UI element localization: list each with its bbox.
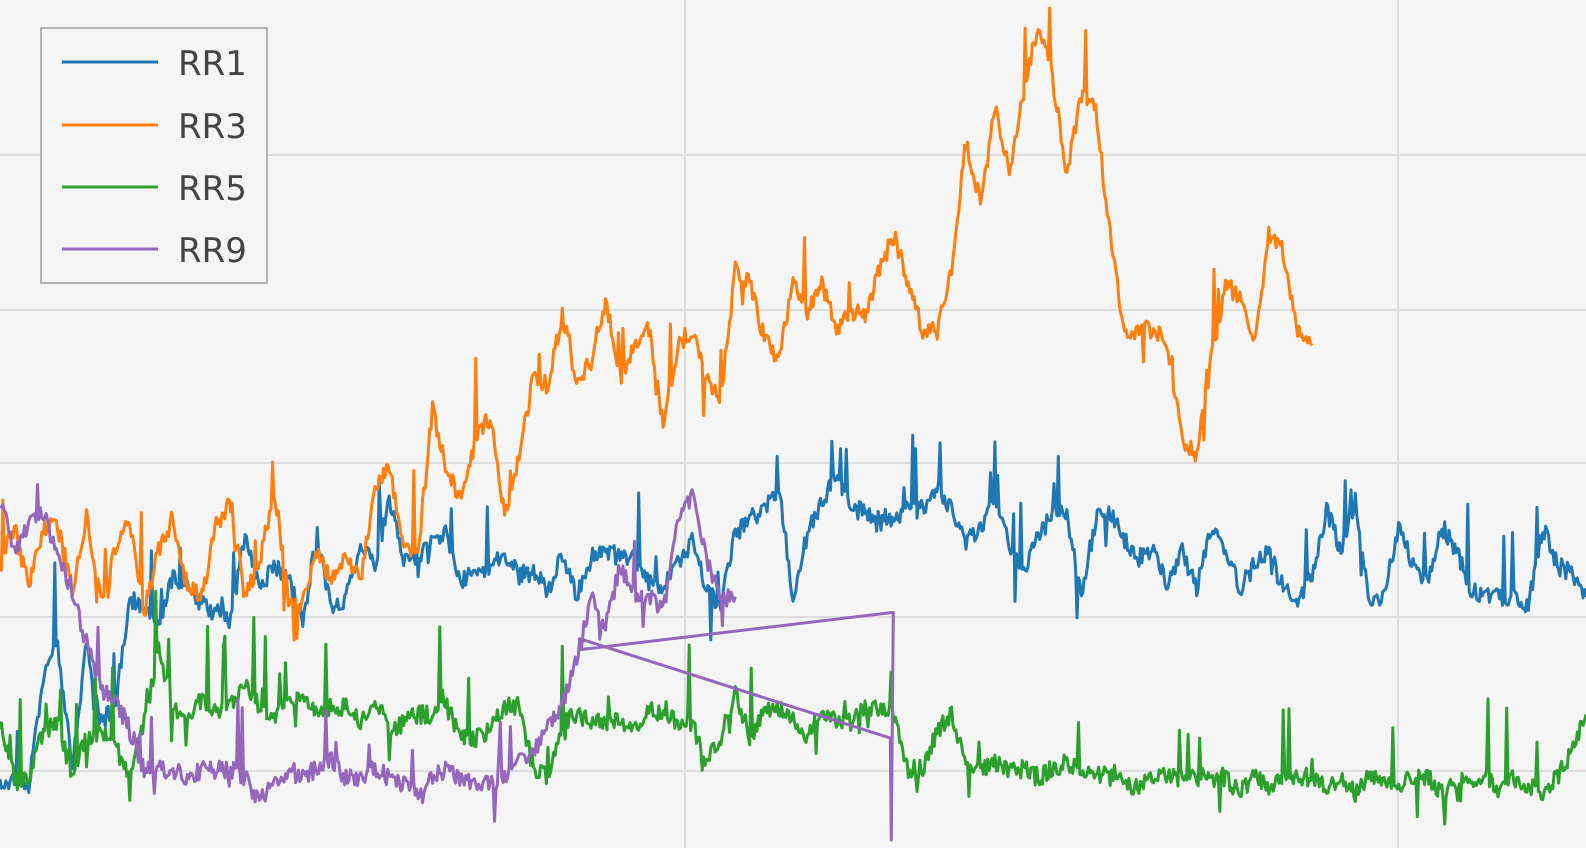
legend-entry-rr5: RR5 (62, 169, 247, 209)
legend-box (40, 27, 268, 284)
legend-label-rr3: RR3 (178, 107, 247, 147)
series-line-rr3 (0, 6, 1314, 642)
legend-label-rr1: RR1 (178, 44, 247, 84)
legend-entry-rr3: RR3 (62, 107, 247, 147)
legend-label-rr5: RR5 (178, 169, 247, 209)
series-line-rr9 (0, 483, 895, 842)
legend-label-rr9: RR9 (178, 231, 247, 271)
legend: RR1 RR3 RR5 RR9 (40, 27, 268, 284)
series-line-rr5 (0, 589, 1586, 826)
series-lines (0, 6, 1586, 842)
legend-entry-rr9: RR9 (62, 231, 247, 271)
series-line-rr1 (0, 433, 1586, 795)
legend-entry-rr1: RR1 (62, 44, 247, 84)
